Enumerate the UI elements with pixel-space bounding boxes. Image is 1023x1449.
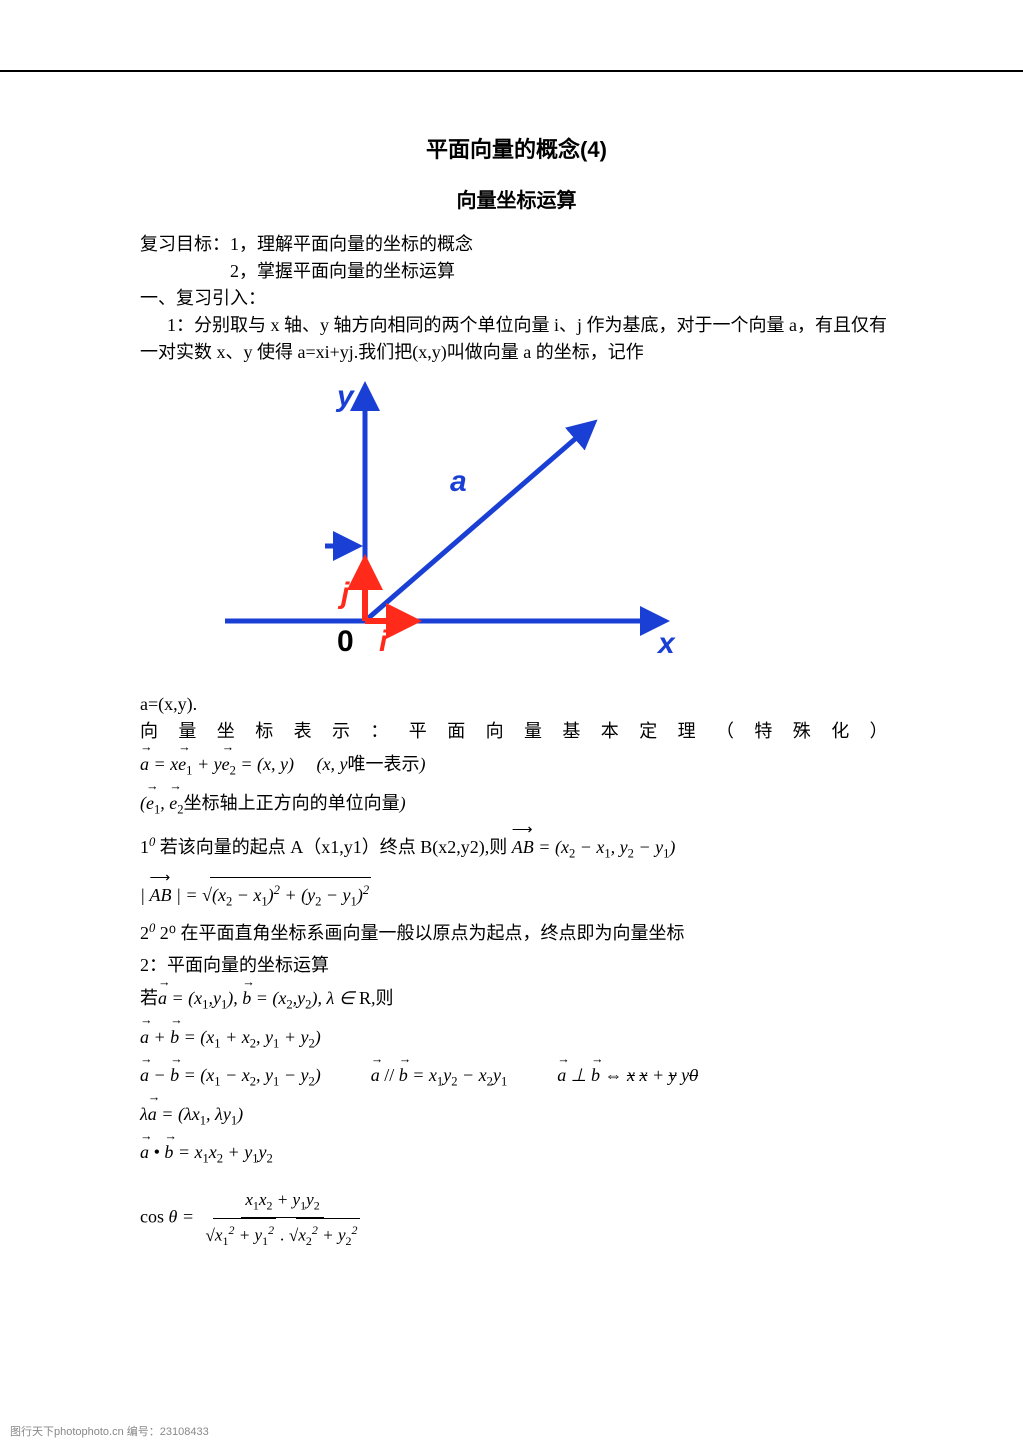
svg-text:j: j: [337, 577, 350, 610]
formula-given: 若a = (x1,y1), b = (x2,y2), λ ∈ R,则: [140, 981, 893, 1018]
watermark: 图行天下photophoto.cn 编号：23108433: [10, 1423, 209, 1439]
formula-dot: a • b = x1x2 + y1y2: [140, 1135, 893, 1172]
section-intro-heading: 一、复习引入：: [140, 285, 893, 312]
line-a-eq-xy: a=(x,y).: [140, 691, 893, 718]
title-sub: 向量坐标运算: [140, 184, 893, 213]
formula-perp: a ⊥ b ⇔ x x + y y0: [557, 1058, 698, 1092]
formula-parallel: a // b = x1y2 − x2y1: [371, 1058, 507, 1095]
formula-scalar: λa = (λx1, λy1): [140, 1097, 893, 1134]
formula-ab-length: | AB | = √(x2 − x1)2 + (y2 − y1)2: [140, 877, 893, 915]
vector-diagram: y x a 0ij: [190, 376, 690, 691]
svg-text:y: y: [335, 380, 355, 413]
formula-add: a + b = (x1 + x2, y1 + y2): [140, 1020, 893, 1057]
goal-1: 1，理解平面向量的坐标的概念: [230, 234, 473, 254]
goals: 复习目标：1，理解平面向量的坐标的概念: [140, 231, 893, 258]
goals-label: 复习目标：: [140, 234, 230, 254]
intro-text: 1：分别取与 x 轴、y 轴方向相同的两个单位向量 i、j 作为基底，对于一个向…: [140, 312, 893, 366]
svg-text:0: 0: [337, 625, 354, 658]
formula-sub: a − b = (x1 − x2, y1 − y2): [140, 1058, 321, 1095]
line-coord-repr: 向 量 坐 标 表 示 ： 平 面 向 量 基 本 定 理 （ 特 殊 化 ）: [140, 718, 893, 745]
line-1deg: 10 若该向量的起点 A（x1,y1）终点 B(x2,y2),则 AB = (x…: [140, 830, 893, 867]
formula-sub-row: a − b = (x1 − x2, y1 − y2) a // b = x1y2…: [140, 1058, 893, 1095]
title-main: 平面向量的概念(4): [140, 132, 893, 164]
goal-2: 2，掌握平面向量的坐标运算: [140, 258, 893, 285]
svg-text:a: a: [450, 465, 467, 498]
formula-cos: cos θ = x1x2 + y1y2 √x12 + y12 . √x22 + …: [140, 1184, 893, 1253]
line-2deg: 20 2⁰ 在平面直角坐标系画向量一般以原点为起点，终点即为向量坐标: [140, 916, 893, 950]
svg-text:i: i: [379, 625, 388, 658]
svg-text:x: x: [656, 627, 676, 660]
formula-a-decomp: a = xe1 + ye2 = (x, y) (x, y唯一表示): [140, 747, 893, 784]
